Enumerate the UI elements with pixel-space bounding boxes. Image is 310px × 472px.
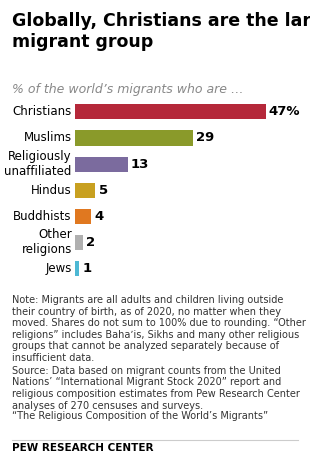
Text: “The Religious Composition of the World’s Migrants”: “The Religious Composition of the World’… bbox=[12, 411, 268, 421]
Text: Note: Migrants are all adults and children living outside their country of birth: Note: Migrants are all adults and childr… bbox=[12, 295, 306, 363]
Text: Hindus: Hindus bbox=[31, 184, 72, 197]
Text: % of the world’s migrants who are …: % of the world’s migrants who are … bbox=[12, 83, 244, 96]
Text: 4: 4 bbox=[95, 210, 104, 223]
Text: 29: 29 bbox=[196, 132, 214, 144]
Bar bbox=[75, 235, 83, 250]
Bar bbox=[75, 104, 266, 119]
Text: Muslims: Muslims bbox=[24, 132, 72, 144]
Bar bbox=[75, 209, 91, 224]
Text: 2: 2 bbox=[86, 236, 95, 249]
Text: 5: 5 bbox=[99, 184, 108, 197]
Text: 47%: 47% bbox=[269, 105, 300, 118]
Text: Globally, Christians are the largest
migrant group: Globally, Christians are the largest mig… bbox=[12, 12, 310, 51]
Text: Religiously
unaffiliated: Religiously unaffiliated bbox=[4, 150, 72, 178]
Text: Jews: Jews bbox=[45, 262, 72, 275]
Bar bbox=[75, 130, 193, 145]
Bar bbox=[75, 261, 79, 276]
Text: Source: Data based on migrant counts from the United Nations’ “International Mig: Source: Data based on migrant counts fro… bbox=[12, 366, 300, 411]
Text: Christians: Christians bbox=[12, 105, 72, 118]
Text: 1: 1 bbox=[82, 262, 91, 275]
Text: 13: 13 bbox=[131, 158, 149, 170]
Bar bbox=[75, 157, 128, 172]
Text: PEW RESEARCH CENTER: PEW RESEARCH CENTER bbox=[12, 443, 154, 453]
Bar bbox=[75, 183, 95, 198]
Text: Buddhists: Buddhists bbox=[13, 210, 72, 223]
Text: Other
religions: Other religions bbox=[21, 228, 72, 256]
